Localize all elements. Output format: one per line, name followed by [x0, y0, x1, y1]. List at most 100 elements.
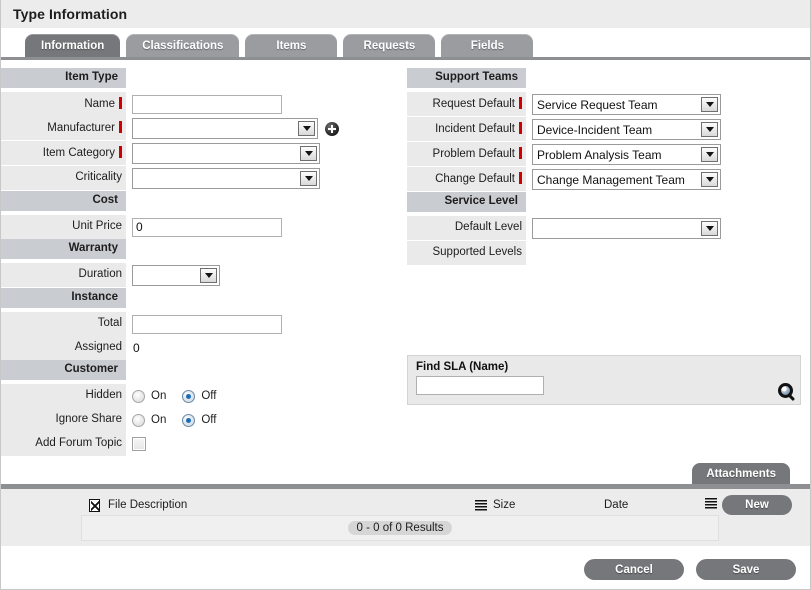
label-incident-default-text: Incident Default — [435, 123, 515, 135]
add-manufacturer-icon[interactable] — [325, 121, 339, 136]
section-label-warranty: Warranty — [1, 239, 126, 259]
column-date[interactable]: Date — [604, 499, 629, 511]
section-label-customer: Customer — [1, 360, 126, 380]
row-problem-default: Problem Default Problem Analysis Team — [407, 142, 811, 167]
add-forum-topic-checkbox[interactable] — [132, 437, 146, 451]
incident-default-select[interactable]: Device-Incident Team — [532, 119, 721, 140]
find-sla-input[interactable] — [416, 376, 544, 395]
section-warranty: Warranty — [1, 239, 401, 263]
request-default-select[interactable]: Service Request Team — [532, 94, 721, 115]
field-assigned-wrap: 0 — [126, 336, 401, 360]
section-item-type: Item Type — [1, 68, 401, 92]
field-total-wrap — [126, 312, 401, 336]
hidden-radio-group: On Off — [132, 389, 226, 403]
row-default-level: Default Level — [407, 216, 811, 241]
ignore-share-radio-group: On Off — [132, 413, 226, 427]
ignore-share-radio-on[interactable] — [132, 413, 145, 427]
section-spacer — [526, 192, 811, 216]
problem-default-select-value: Problem Analysis Team — [537, 147, 662, 162]
required-marker — [519, 147, 522, 159]
section-label-instance: Instance — [1, 288, 126, 308]
new-attachment-button[interactable]: New — [722, 495, 792, 515]
label-assigned: Assigned — [1, 336, 126, 360]
cancel-button[interactable]: Cancel — [584, 559, 684, 580]
tab-fields[interactable]: Fields — [441, 34, 534, 57]
results-count: 0 - 0 of 0 Results — [347, 521, 453, 535]
tab-bar: Information Classifications Items Reques… — [1, 29, 810, 57]
row-change-default: Change Default Change Management Team — [407, 167, 811, 192]
chevron-down-icon — [200, 268, 217, 283]
change-default-select[interactable]: Change Management Team — [532, 169, 721, 190]
row-hidden: Hidden On Off — [1, 384, 401, 408]
field-ignore-share-wrap: On Off — [126, 408, 401, 432]
field-name-wrap — [126, 92, 401, 116]
unit-price-input[interactable] — [132, 217, 282, 237]
chevron-down-icon — [300, 171, 317, 186]
label-duration: Duration — [1, 263, 126, 287]
label-request-default: Request Default — [407, 92, 526, 116]
tab-bar-divider — [1, 57, 810, 61]
column-size[interactable]: Size — [475, 499, 515, 511]
section-spacer — [126, 191, 401, 215]
hidden-radio-off[interactable] — [182, 389, 196, 403]
required-marker — [519, 122, 522, 134]
name-input[interactable] — [132, 94, 282, 114]
chevron-down-icon — [701, 97, 718, 112]
field-item-category-wrap — [126, 141, 401, 166]
row-request-default: Request Default Service Request Team — [407, 92, 811, 117]
hidden-radio-off-label: Off — [201, 390, 217, 402]
search-icon[interactable] — [778, 383, 793, 398]
tab-information[interactable]: Information — [25, 34, 121, 57]
row-name: Name — [1, 92, 401, 116]
chevron-down-icon — [298, 121, 315, 136]
filter-icon[interactable] — [705, 498, 717, 512]
form-area: Item Type Name Manufacturer — [1, 61, 810, 463]
field-manufacturer-wrap — [126, 116, 401, 141]
hidden-radio-on[interactable] — [132, 389, 145, 403]
ignore-share-radio-off[interactable] — [182, 413, 196, 427]
label-problem-default: Problem Default — [407, 142, 526, 166]
tab-classifications[interactable]: Classifications — [126, 34, 240, 57]
item-category-select[interactable] — [132, 143, 320, 164]
row-assigned: Assigned 0 — [1, 336, 401, 360]
tab-requests[interactable]: Requests — [343, 34, 436, 57]
field-criticality-wrap — [126, 166, 401, 191]
required-marker — [119, 146, 122, 158]
manufacturer-select[interactable] — [132, 118, 318, 139]
find-sla-panel: Find SLA (Name) — [407, 355, 801, 405]
label-add-forum-topic: Add Forum Topic — [1, 432, 126, 456]
row-criticality: Criticality — [1, 166, 401, 191]
filter-glyph — [705, 498, 717, 509]
column-size-label: Size — [493, 499, 516, 511]
column-file-description[interactable]: File Description — [89, 498, 187, 512]
tab-attachments[interactable]: Attachments — [692, 463, 790, 484]
attachments-section: Attachments File Description Size Date 0… — [1, 462, 810, 588]
field-incident-default-wrap: Device-Incident Team — [526, 117, 811, 142]
problem-default-select[interactable]: Problem Analysis Team — [532, 144, 721, 165]
hidden-radio-on-label: On — [151, 390, 167, 402]
label-manufacturer-text: Manufacturer — [47, 122, 115, 134]
chevron-down-icon — [701, 221, 718, 236]
field-hidden-wrap: On Off — [126, 384, 401, 408]
row-duration: Duration — [1, 263, 401, 288]
tab-items[interactable]: Items — [245, 34, 338, 57]
save-button[interactable]: Save — [696, 559, 796, 580]
section-spacer — [126, 68, 401, 92]
required-marker — [519, 97, 522, 109]
label-total: Total — [1, 312, 126, 336]
total-input[interactable] — [132, 314, 282, 334]
criticality-select[interactable] — [132, 168, 320, 189]
default-level-select[interactable] — [532, 218, 721, 239]
section-label-service-level: Service Level — [407, 192, 526, 212]
row-add-forum-topic: Add Forum Topic — [1, 432, 401, 456]
section-label-cost: Cost — [1, 191, 126, 211]
label-unit-price: Unit Price — [1, 215, 126, 239]
row-incident-default: Incident Default Device-Incident Team — [407, 117, 811, 142]
attachments-table-header: File Description Size Date — [1, 495, 810, 515]
duration-select[interactable] — [132, 265, 220, 286]
section-support-teams: Support Teams — [407, 68, 811, 92]
section-customer: Customer — [1, 360, 401, 384]
row-ignore-share: Ignore Share On Off — [1, 408, 401, 432]
section-service-level: Service Level — [407, 192, 811, 216]
field-problem-default-wrap: Problem Analysis Team — [526, 142, 811, 167]
